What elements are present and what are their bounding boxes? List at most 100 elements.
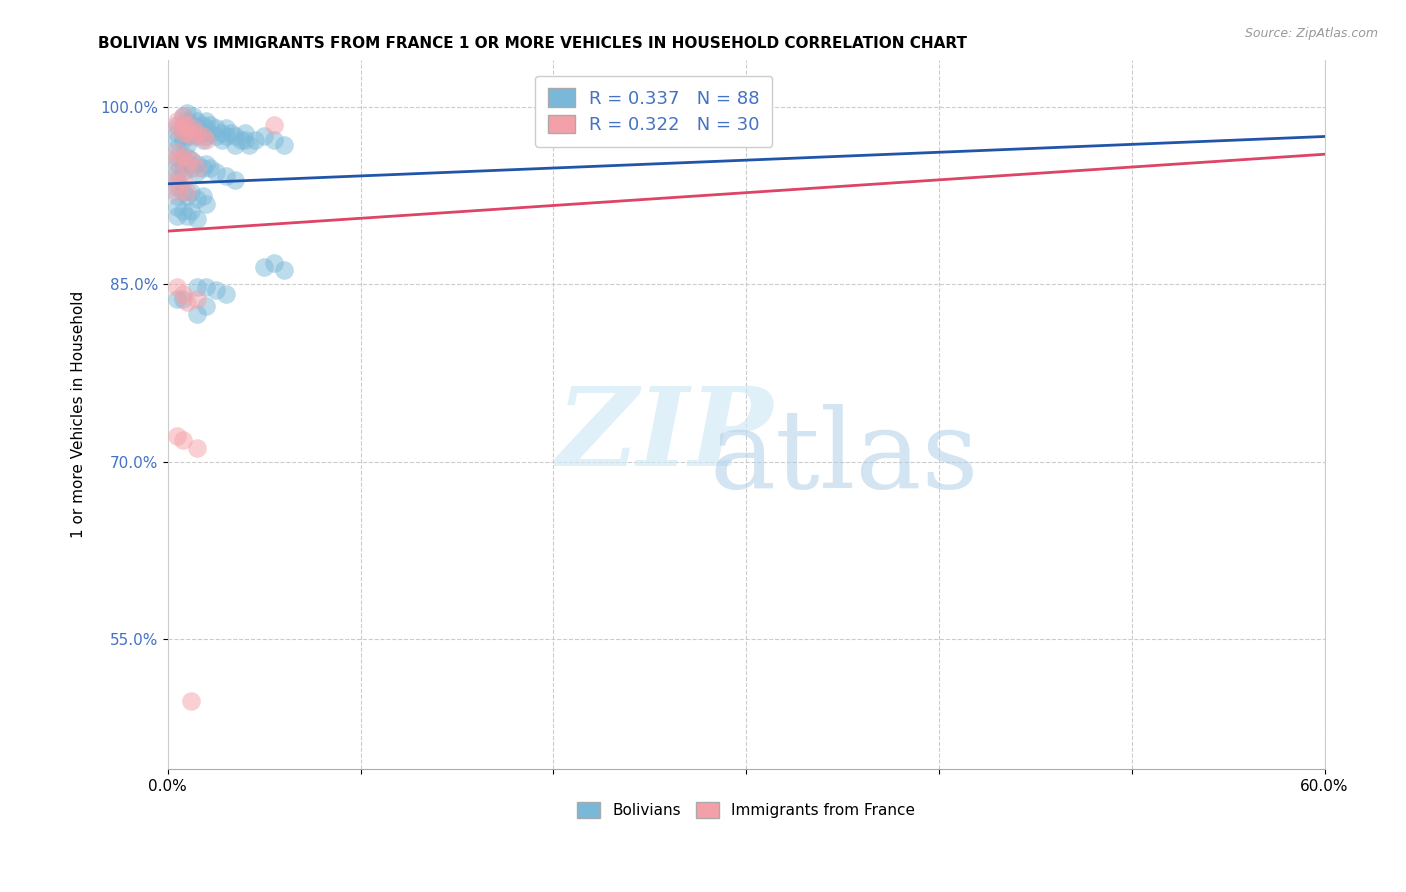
Point xyxy=(172,286,194,301)
Point xyxy=(166,114,188,128)
Point xyxy=(224,173,246,187)
Point xyxy=(176,185,198,199)
Point xyxy=(180,153,202,168)
Point xyxy=(263,133,285,147)
Text: Source: ZipAtlas.com: Source: ZipAtlas.com xyxy=(1244,27,1378,40)
Point xyxy=(263,118,285,132)
Point xyxy=(166,133,188,147)
Point xyxy=(180,161,202,176)
Point xyxy=(176,105,198,120)
Point xyxy=(181,121,204,136)
Text: ZIP: ZIP xyxy=(557,382,773,490)
Point xyxy=(186,307,208,321)
Point xyxy=(233,133,256,147)
Point xyxy=(243,133,266,147)
Point xyxy=(191,129,214,144)
Point xyxy=(186,292,208,306)
Point xyxy=(233,126,256,140)
Point xyxy=(229,133,252,147)
Point xyxy=(221,126,243,140)
Point xyxy=(166,201,188,215)
Point xyxy=(166,279,188,293)
Point xyxy=(186,441,208,455)
Point xyxy=(176,118,198,132)
Point xyxy=(172,204,194,219)
Point xyxy=(186,121,208,136)
Point xyxy=(176,157,198,171)
Point xyxy=(181,109,204,123)
Point xyxy=(205,165,228,179)
Point xyxy=(166,121,188,136)
Point xyxy=(166,150,188,164)
Point xyxy=(166,292,188,306)
Text: BOLIVIAN VS IMMIGRANTS FROM FRANCE 1 OR MORE VEHICLES IN HOUSEHOLD CORRELATION C: BOLIVIAN VS IMMIGRANTS FROM FRANCE 1 OR … xyxy=(98,36,967,51)
Point xyxy=(200,126,222,140)
Point xyxy=(181,126,204,140)
Point xyxy=(176,295,198,310)
Point xyxy=(172,150,194,164)
Point xyxy=(253,129,276,144)
Point xyxy=(172,126,194,140)
Point xyxy=(176,157,198,171)
Point xyxy=(166,169,188,183)
Point xyxy=(195,279,218,293)
Point xyxy=(186,161,208,176)
Point xyxy=(176,126,198,140)
Point xyxy=(166,141,188,155)
Point xyxy=(166,173,188,187)
Point xyxy=(180,694,202,708)
Point xyxy=(166,165,188,179)
Point xyxy=(172,292,194,306)
Point xyxy=(172,185,194,199)
Point xyxy=(195,121,218,136)
Point xyxy=(186,126,208,140)
Point xyxy=(172,109,194,123)
Point xyxy=(211,126,233,140)
Point xyxy=(176,129,198,144)
Point xyxy=(172,165,194,179)
Point xyxy=(176,209,198,223)
Point xyxy=(215,169,238,183)
Point xyxy=(215,121,238,136)
Point xyxy=(176,150,198,164)
Point xyxy=(191,133,214,147)
Point xyxy=(205,283,228,297)
Point xyxy=(253,260,276,274)
Point xyxy=(263,256,285,270)
Point xyxy=(191,118,214,132)
Text: atlas: atlas xyxy=(710,403,980,510)
Point xyxy=(172,118,194,132)
Point xyxy=(172,150,194,164)
Point xyxy=(172,434,194,448)
Point xyxy=(166,188,188,202)
Point xyxy=(191,188,214,202)
Point xyxy=(186,157,208,171)
Point xyxy=(166,153,188,168)
Point xyxy=(200,118,222,132)
Point xyxy=(195,114,218,128)
Point xyxy=(180,185,202,199)
Point xyxy=(180,204,202,219)
Point xyxy=(166,145,188,159)
Point xyxy=(166,429,188,443)
Point xyxy=(172,109,194,123)
Point xyxy=(166,180,188,194)
Point xyxy=(166,157,188,171)
Point xyxy=(166,177,188,191)
Point xyxy=(186,165,208,179)
Point xyxy=(166,118,188,132)
Point xyxy=(215,286,238,301)
Point xyxy=(215,129,238,144)
Point xyxy=(166,126,188,140)
Point xyxy=(176,137,198,152)
Point xyxy=(273,263,295,277)
Point xyxy=(172,133,194,147)
Point xyxy=(166,209,188,223)
Point xyxy=(181,118,204,132)
Point xyxy=(191,126,214,140)
Point xyxy=(195,133,218,147)
Point xyxy=(186,279,208,293)
Point xyxy=(195,299,218,313)
Point xyxy=(172,157,194,171)
Point xyxy=(176,188,198,202)
